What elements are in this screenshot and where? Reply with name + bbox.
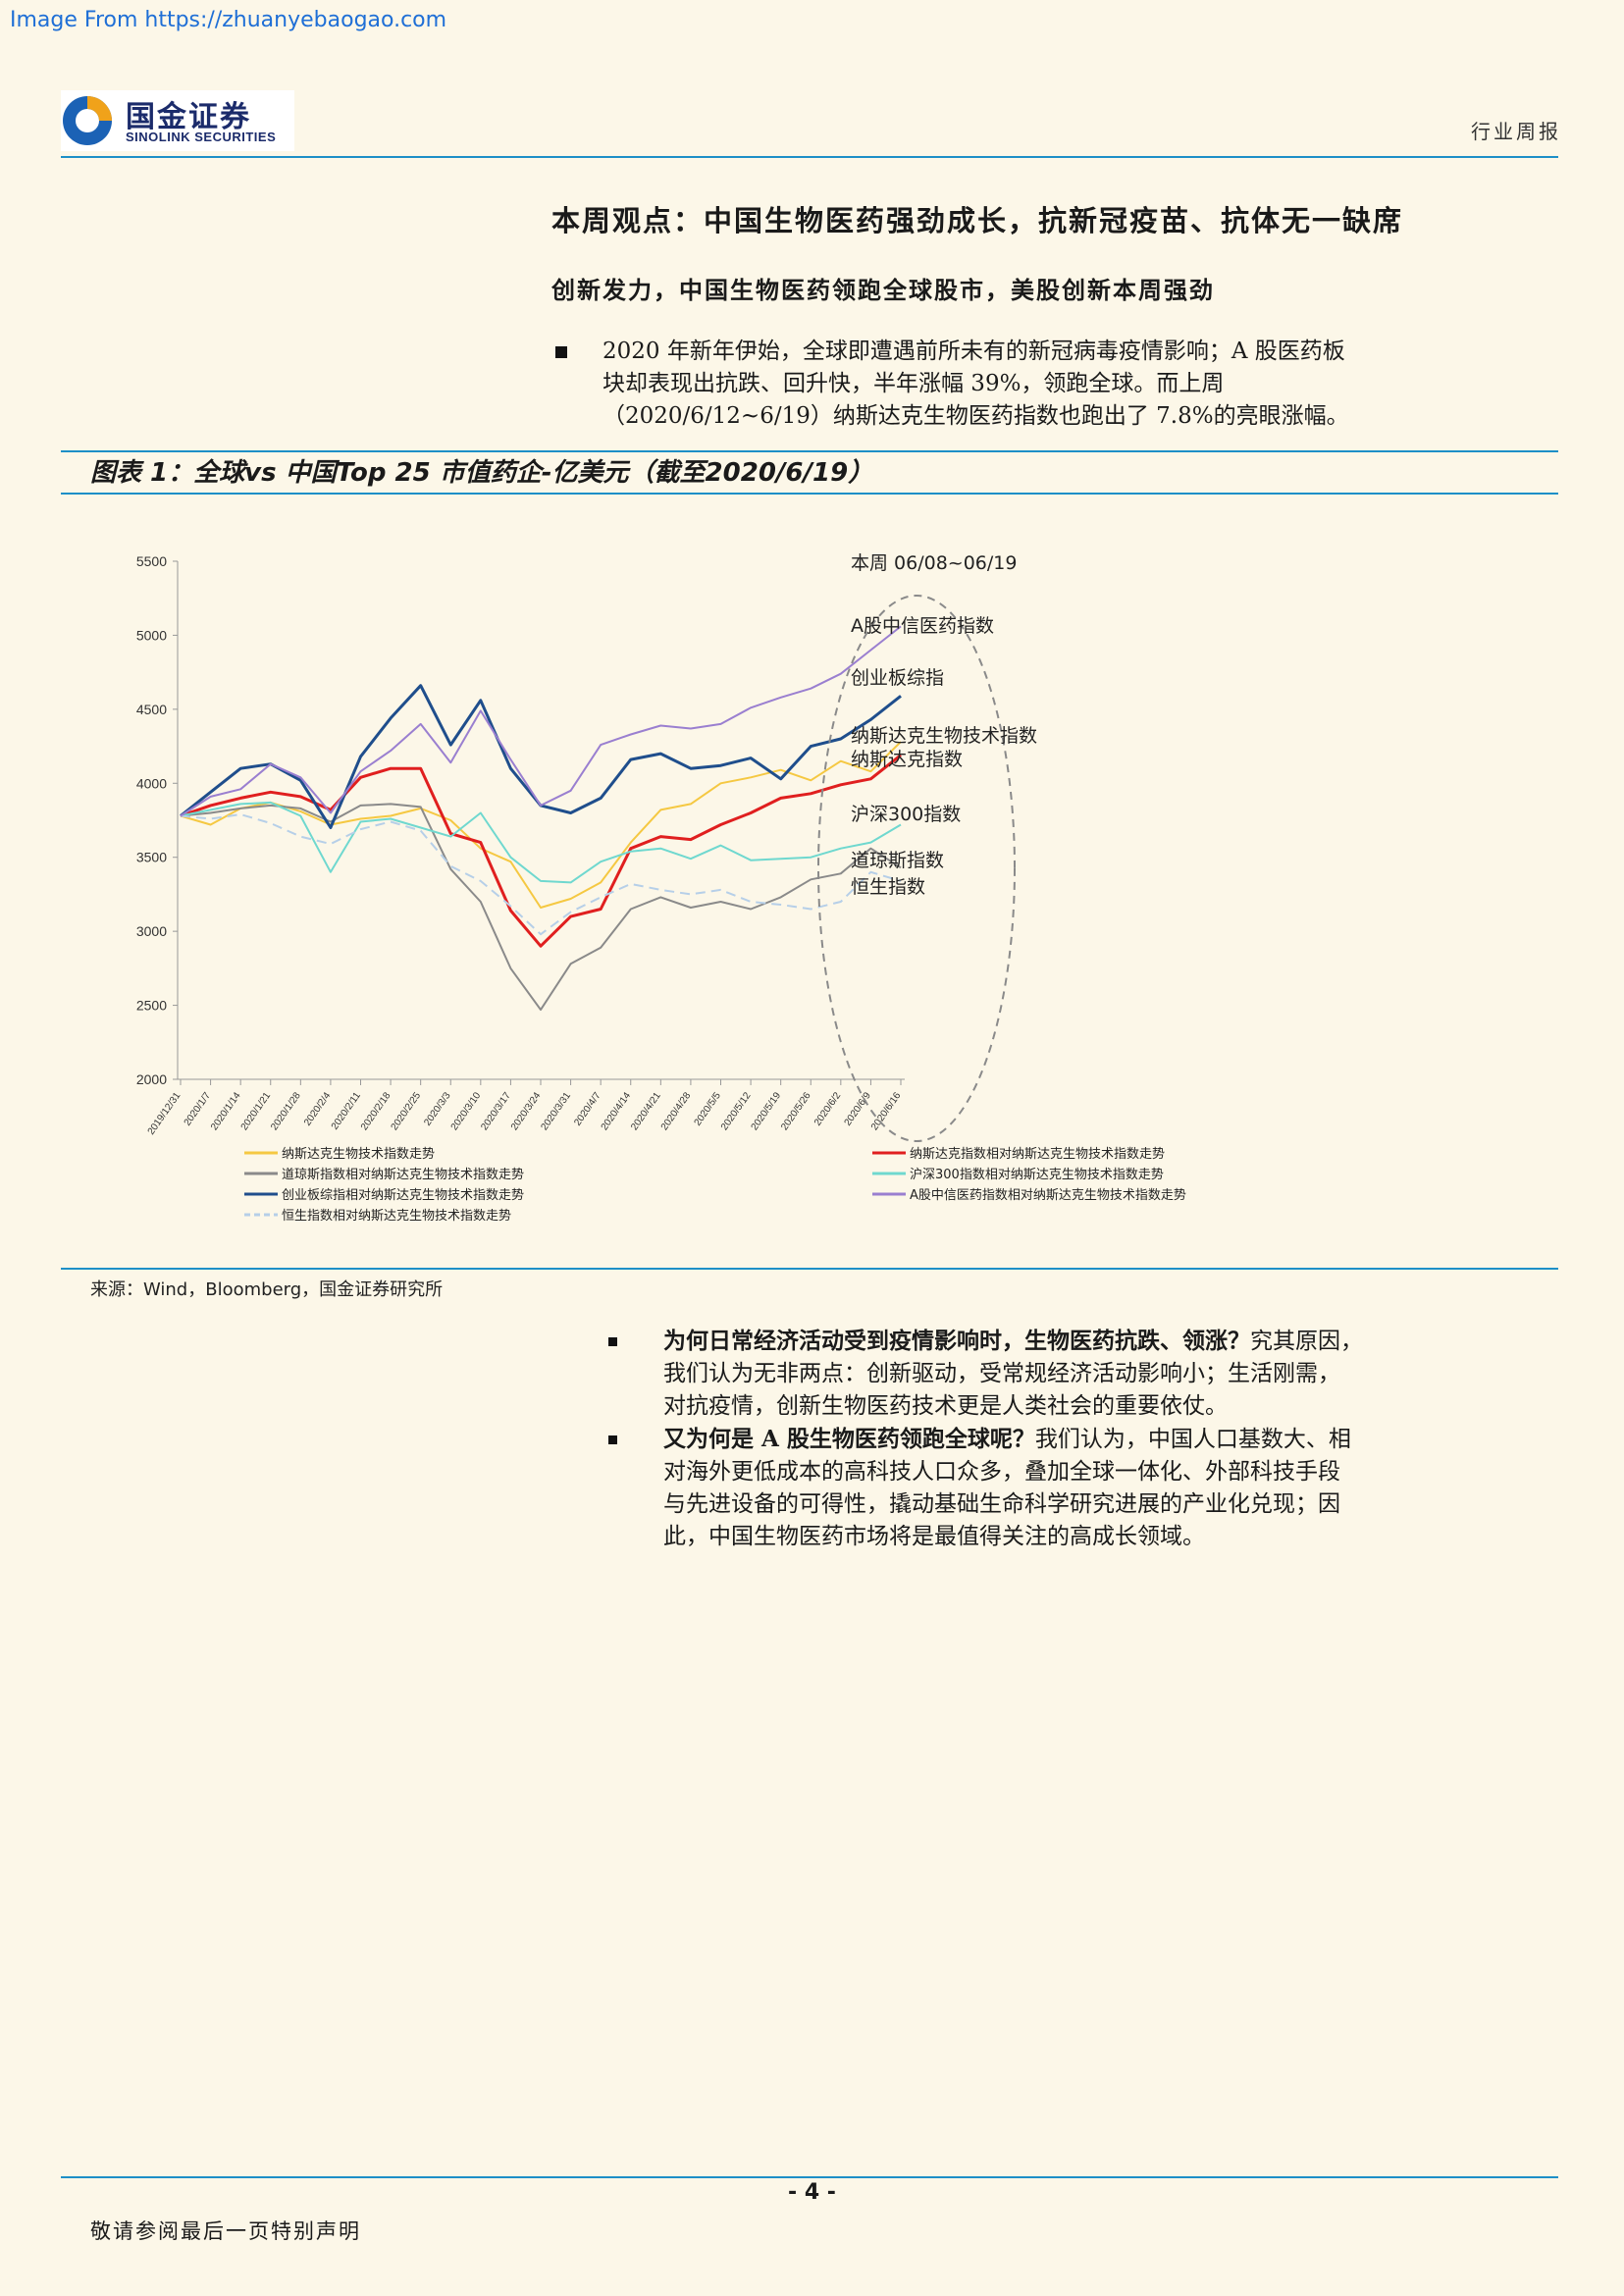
- x-tick-label: 2020/1/28: [269, 1090, 303, 1132]
- legend-label: A股中信医药指数相对纳斯达克生物技术指数走势: [910, 1187, 1186, 1203]
- y-tick-label: 2000: [136, 1071, 167, 1087]
- x-tick-label: 2020/5/26: [779, 1090, 813, 1132]
- legend-label: 沪深300指数相对纳斯达克生物技术指数走势: [910, 1167, 1164, 1182]
- x-tick-label: 2020/2/4: [302, 1090, 334, 1128]
- bullet3-line4: 此，中国生物医药市场将是最值得关注的高成长领域。: [663, 1524, 1205, 1549]
- bullet2-line3: 对抗疫情，创新生物医药技术更是人类社会的重要依仗。: [663, 1393, 1228, 1419]
- bullet2-line1-rest: 究其原因，: [1250, 1329, 1363, 1354]
- source-url-note[interactable]: Image From https://zhuanyebaogao.com: [10, 8, 447, 32]
- x-tick-label: 2020/6/16: [869, 1090, 904, 1132]
- bullet-square-icon: [608, 1435, 617, 1444]
- bullet-square-icon: [608, 1337, 617, 1346]
- x-tick-label: 2020/6/9: [843, 1090, 874, 1128]
- series-annotation-label: 纳斯达克生物技术指数: [851, 725, 1037, 747]
- chart-axes: 5500 5000 4500 4000 3500 3000 2500 2000 2019/12/…: [136, 553, 905, 1137]
- footer-rule: [61, 2176, 1558, 2178]
- page-number: - 4 -: [788, 2180, 836, 2205]
- legend-label: 纳斯达克指数相对纳斯达克生物技术指数走势: [910, 1146, 1165, 1162]
- week-annotation: 本周 06/08~06/19: [851, 552, 1017, 574]
- chart-series: [180, 625, 902, 1012]
- logo-chinese-name: 国金证券: [126, 100, 251, 134]
- legend-label: 纳斯达克生物技术指数走势: [282, 1146, 435, 1162]
- bullet1-line3: （2020/6/12~6/19）纳斯达克生物医药指数也跑出了 7.8%的亮眼涨幅…: [602, 403, 1349, 429]
- logo-english-name: SINOLINK SECURITIES: [126, 130, 277, 144]
- x-tick-label: 2020/1/7: [183, 1090, 214, 1128]
- x-tick-label: 2020/4/7: [572, 1090, 603, 1128]
- y-tick-label: 4500: [136, 702, 167, 717]
- series-line: [180, 813, 902, 936]
- series-annotation-label: 创业板综指: [851, 667, 944, 689]
- y-tick-label: 3000: [136, 923, 167, 939]
- series-line: [180, 625, 902, 817]
- bullet-paragraph-2: 为何日常经济活动受到疫情影响时，生物医药抗跌、领涨？究其原因， 我们认为无非两点…: [608, 1325, 1550, 1423]
- series-annotation-label: 纳斯达克指数: [851, 749, 963, 770]
- series-annotation-label: 恒生指数: [851, 876, 925, 898]
- x-tick-label: 2019/12/31: [146, 1090, 183, 1137]
- bullet2-line2: 我们认为无非两点：创新驱动，受常规经济活动影响小；生活刚需，: [663, 1361, 1340, 1386]
- x-tick-label: 2020/5/5: [693, 1090, 724, 1128]
- x-tick-label: 2020/2/25: [390, 1090, 424, 1132]
- logo-mark-icon: [63, 96, 112, 145]
- x-tick-label: 2020/4/28: [659, 1090, 694, 1132]
- figure-top-rule: [61, 450, 1558, 452]
- bullet-square-icon: [555, 346, 567, 358]
- x-tick-label: 2020/6/2: [812, 1090, 844, 1128]
- series-annotation-label: A股中信医药指数: [851, 615, 994, 637]
- series-annotation-label: 沪深300指数: [851, 804, 961, 825]
- index-trend-chart: 5500 5000 4500 4000 3500 3000 2500 2000 2019/12/…: [136, 552, 1186, 1224]
- x-tick-label: 2020/2/11: [330, 1090, 363, 1132]
- bullet3-line3: 与先进设备的可得性，撬动基础生命科学研究进展的产业化兑现；因: [663, 1491, 1340, 1517]
- legend-label: 创业板综指相对纳斯达克生物技术指数走势: [282, 1187, 524, 1203]
- y-tick-label: 5000: [136, 627, 167, 643]
- y-tick-label: 5500: [136, 553, 167, 569]
- bullet-paragraph-3: 又为何是 A 股生物医药领跑全球呢？我们认为，中国人口基数大、相 对海外更低成本…: [608, 1423, 1550, 1560]
- legend-label: 道琼斯指数相对纳斯达克生物技术指数走势: [282, 1167, 524, 1182]
- bullet1-line2: 块却表现出抗跌、回升快，半年涨幅 39%，领跑全球。而上周: [602, 371, 1225, 396]
- legend-label: 恒生指数相对纳斯达克生物技术指数走势: [282, 1208, 511, 1224]
- sinolink-logo: 国金证券 SINOLINK SECURITIES: [61, 90, 294, 151]
- bullet3-line2: 对海外更低成本的高科技人口众多，叠加全球一体化、外部科技手段: [663, 1459, 1340, 1485]
- x-tick-label: 2020/3/3: [422, 1090, 453, 1128]
- figure-source: 来源：Wind，Bloomberg，国金证券研究所: [90, 1279, 444, 1300]
- series-line: [180, 754, 902, 948]
- figure-bottom-rule: [61, 1268, 1558, 1270]
- header-rule: [61, 156, 1558, 158]
- bullet1-line1: 2020 年新年伊始，全球即遭遇前所未有的新冠病毒疫情影响；A 股医药板: [602, 339, 1345, 364]
- series-annotation-label: 道琼斯指数: [851, 850, 944, 871]
- series-line: [180, 801, 902, 884]
- chart-annotations: 本周 06/08~06/19 A股中信医药指数创业板综指纳斯达克生物技术指数纳斯达…: [817, 552, 1037, 1142]
- figure-title-rule: [61, 493, 1558, 495]
- section-subtitle: 创新发力，中国生物医药领跑全球股市，美股创新本周强劲: [551, 276, 1215, 304]
- bullet2-highlight: 为何日常经济活动受到疫情影响时，生物医药抗跌、领涨？: [663, 1328, 1250, 1354]
- x-tick-label: 2020/3/31: [540, 1090, 574, 1132]
- y-tick-label: 2500: [136, 998, 167, 1014]
- footer-disclaimer: 敬请参阅最后一页特别声明: [90, 2219, 361, 2243]
- chart-legend: 纳斯达克生物技术指数走势 纳斯达克指数相对纳斯达克生物技术指数走势道琼斯指数相对纳…: [244, 1146, 1186, 1224]
- highlight-ellipse: [817, 595, 1016, 1142]
- section-title: 本周观点：中国生物医药强劲成长，抗新冠疫苗、抗体无一缺席: [551, 204, 1404, 237]
- bullet3-highlight: 又为何是 A 股生物医药领跑全球呢？: [663, 1426, 1035, 1452]
- y-tick-label: 4000: [136, 775, 167, 791]
- figure-title: 图表 1：全球vs 中国Top 25 市值药企-亿美元（截至2020/6/19）: [90, 458, 874, 488]
- bullet3-line1-rest: 我们认为，中国人口基数大、相: [1034, 1427, 1351, 1452]
- y-tick-label: 3500: [136, 850, 167, 865]
- report-type-label: 行业周报: [1471, 120, 1561, 143]
